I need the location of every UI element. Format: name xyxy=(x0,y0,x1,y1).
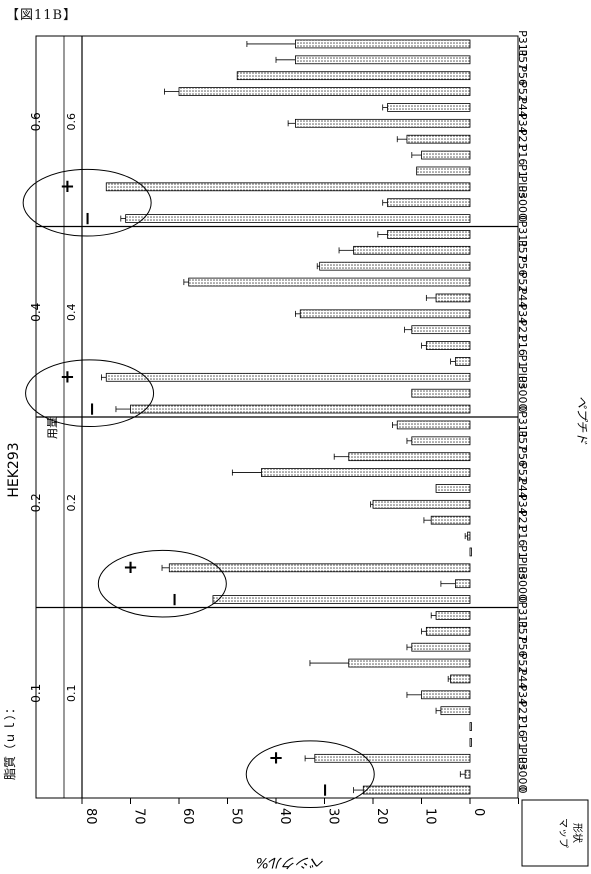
value-tick-label: 80 xyxy=(83,808,98,825)
category-label: P1 xyxy=(516,164,529,178)
bar xyxy=(455,580,470,588)
chart-title: HEK293 xyxy=(6,442,22,497)
value-tick-label: 20 xyxy=(374,808,389,825)
bar xyxy=(237,72,470,80)
bar xyxy=(349,659,470,667)
value-tick-label: 0 xyxy=(471,808,486,816)
group-label-inner: 0.4 xyxy=(65,303,78,321)
bar xyxy=(397,421,470,429)
bar xyxy=(455,357,470,365)
bar xyxy=(412,326,470,334)
category-label: P1 xyxy=(516,355,529,369)
bar xyxy=(465,770,470,778)
bar xyxy=(349,453,470,461)
group-label-inner: 0.1 xyxy=(65,684,78,702)
group-label-outer: 0.6 xyxy=(29,112,43,131)
value-tick-label: 10 xyxy=(423,808,438,825)
bar xyxy=(426,342,470,350)
y-axis-label: ベシクル% xyxy=(256,854,325,870)
bar xyxy=(451,675,470,683)
bar xyxy=(412,643,470,651)
bar xyxy=(213,596,470,604)
bar xyxy=(412,437,470,445)
plus-annotation: + xyxy=(123,557,138,578)
category-label: P1 xyxy=(516,736,529,750)
bar xyxy=(422,691,471,699)
x-axis-label: ペプチド xyxy=(575,396,589,445)
bar xyxy=(468,532,470,540)
category-label: Plus xyxy=(516,366,529,389)
category-label: P311 xyxy=(516,221,529,249)
bar xyxy=(189,278,470,286)
bar xyxy=(295,56,470,64)
plus-annotation: + xyxy=(268,747,283,768)
value-tick-label: 40 xyxy=(277,808,292,825)
bar xyxy=(261,469,470,477)
bar xyxy=(388,199,470,207)
plus-annotation: + xyxy=(60,366,75,387)
category-label: Plus xyxy=(516,747,529,770)
minus-annotation: − xyxy=(164,592,185,607)
value-tick-label: 60 xyxy=(180,808,195,825)
bar xyxy=(354,246,470,254)
category-label: Plus xyxy=(516,176,529,199)
bar xyxy=(320,262,470,270)
bar xyxy=(436,484,470,492)
plus-annotation: + xyxy=(60,176,75,197)
bar xyxy=(169,564,470,572)
bar xyxy=(126,215,470,223)
bar xyxy=(373,500,470,508)
bar xyxy=(388,103,470,111)
bar xyxy=(179,88,470,96)
group-label-inner: 0.6 xyxy=(65,113,78,131)
bar xyxy=(106,183,470,191)
group-label-outer: 0.2 xyxy=(29,493,43,512)
bar xyxy=(422,151,471,159)
bar xyxy=(417,167,470,175)
bar xyxy=(431,516,470,524)
top-axis-label: 脂質（ｕｌ）： xyxy=(2,702,17,780)
value-tick-label: 70 xyxy=(132,808,147,825)
group-label-inner: 0.2 xyxy=(65,494,78,512)
category-label: P311 xyxy=(516,411,529,439)
legend-box-line-1: マップ xyxy=(557,818,569,848)
bar xyxy=(407,135,470,143)
bar xyxy=(441,707,470,715)
bar xyxy=(131,405,471,413)
category-label: P311 xyxy=(516,30,529,58)
value-tick-label: 50 xyxy=(229,808,244,825)
bar xyxy=(426,627,470,635)
bar xyxy=(106,373,470,381)
bar xyxy=(300,310,470,318)
bar xyxy=(315,754,470,762)
minus-annotation: − xyxy=(77,211,98,226)
group-label-outer: 0.4 xyxy=(29,303,43,322)
minus-annotation: − xyxy=(315,783,336,798)
legend-box-line-2: 形状 xyxy=(571,823,584,843)
bar xyxy=(363,786,470,794)
category-label: P1 xyxy=(516,545,529,559)
group-label-outer: 0.1 xyxy=(29,684,43,703)
bar xyxy=(436,611,470,619)
bar xyxy=(295,119,470,127)
minus-annotation: − xyxy=(82,402,103,417)
bar xyxy=(470,723,472,731)
bar xyxy=(436,294,470,302)
bar xyxy=(295,40,470,48)
bar xyxy=(388,230,470,238)
bar xyxy=(470,738,472,746)
bar xyxy=(470,548,472,556)
category-label: P311 xyxy=(516,602,529,630)
bar xyxy=(412,389,470,397)
value-tick-label: 30 xyxy=(326,808,341,825)
category-label: Plus xyxy=(516,557,529,580)
